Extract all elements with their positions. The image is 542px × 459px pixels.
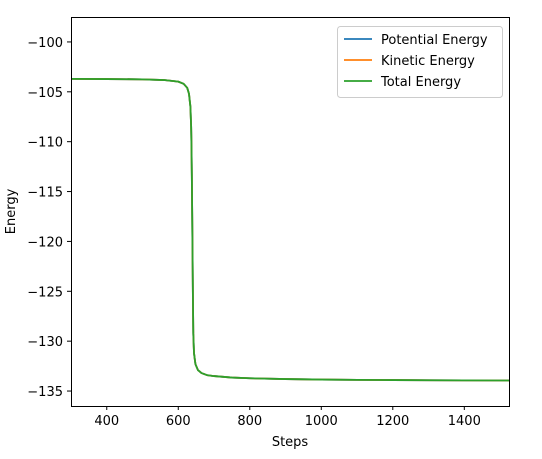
y-tick-label: −115 xyxy=(27,186,63,201)
series-line-1 xyxy=(71,77,509,382)
x-tick-label: 1400 xyxy=(448,414,481,429)
y-tick-label: −100 xyxy=(27,36,63,51)
x-tick-label: 600 xyxy=(166,414,191,429)
series-line-3 xyxy=(71,77,509,382)
series-layer xyxy=(71,77,509,382)
legend-label-1: Potential Energy xyxy=(381,33,488,48)
y-tick-label: −130 xyxy=(27,335,63,350)
x-tick-label: 1000 xyxy=(305,414,338,429)
x-axis-label: Steps xyxy=(272,435,309,450)
legend: Potential Energy Kinetic Energy Total Ener… xyxy=(337,26,503,98)
x-axis: 400 600 800 1000 1200 1400 xyxy=(94,406,481,429)
legend-box xyxy=(337,26,503,98)
plot-frame xyxy=(71,17,510,407)
y-tick-label: −125 xyxy=(27,285,63,300)
x-tick-label: 400 xyxy=(94,414,119,429)
x-tick-label: 800 xyxy=(237,414,262,429)
y-tick-label: −120 xyxy=(27,235,63,250)
series-line-2 xyxy=(71,77,509,382)
legend-label-3: Total Energy xyxy=(380,75,461,90)
y-tick-label: −110 xyxy=(27,136,63,151)
x-tick-label: 1200 xyxy=(376,414,409,429)
y-axis-label: Energy xyxy=(4,188,19,234)
y-tick-label: −105 xyxy=(27,86,63,101)
legend-label-2: Kinetic Energy xyxy=(381,54,475,69)
y-tick-label: −135 xyxy=(27,385,63,400)
y-axis: −100 −105 −110 −115 −120 −125 −130 −135 xyxy=(27,36,71,400)
